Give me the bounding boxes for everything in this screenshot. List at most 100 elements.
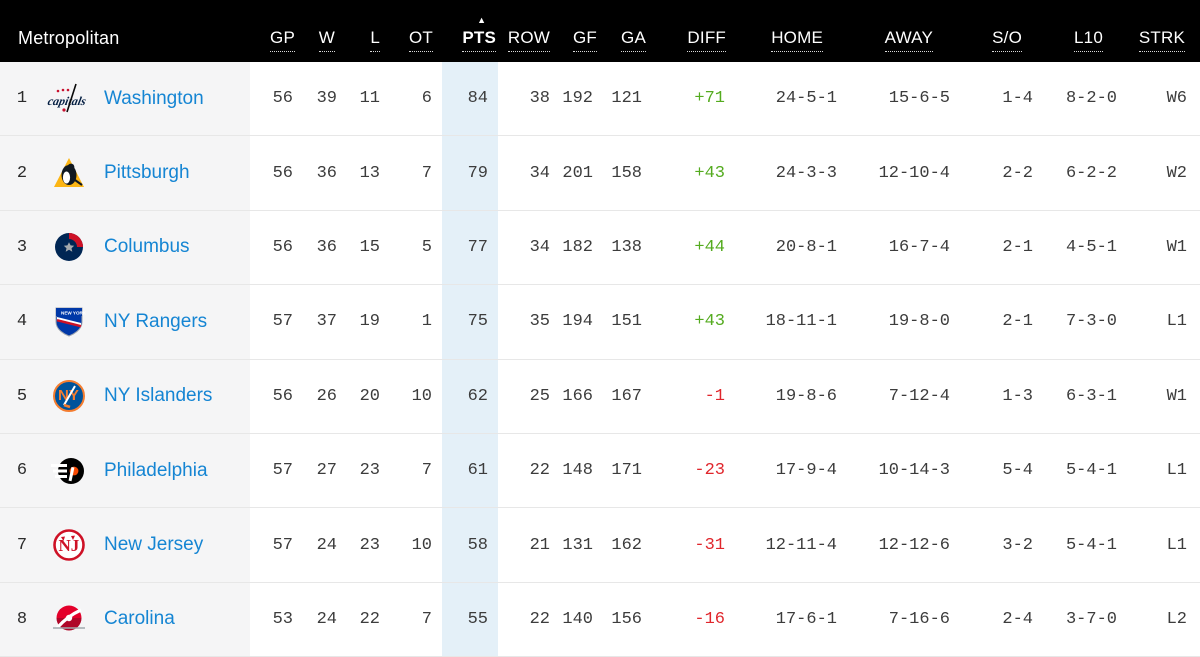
table-row: 8 Carolina 53 24 22 7 55 22 140 156 -16 …: [0, 582, 1200, 657]
stat-shootout-record: 2-1: [1002, 237, 1033, 257]
column-header-away[interactable]: AWAY: [845, 29, 958, 62]
column-header-w[interactable]: W: [298, 29, 342, 62]
stat-wins: 37: [316, 312, 337, 332]
stat-last10-record: 7-3-0: [1065, 312, 1117, 332]
rangers-logo-icon[interactable]: NEW YORK: [44, 305, 94, 339]
column-header-pts[interactable]: ▲ PTS: [442, 16, 498, 62]
team-link[interactable]: Washington: [104, 87, 204, 109]
team-link[interactable]: Carolina: [104, 608, 175, 630]
team-link[interactable]: Philadelphia: [104, 459, 208, 481]
team-link[interactable]: New Jersey: [104, 534, 204, 556]
flyers-logo-icon[interactable]: [44, 454, 94, 488]
stat-row: 38: [529, 89, 550, 109]
stat-shootout-record: 3-2: [1002, 535, 1033, 555]
stat-home-record: 20-8-1: [775, 237, 837, 257]
team-cell: 1 capitals Washington: [0, 62, 250, 136]
stat-away-record: 7-12-4: [888, 386, 950, 406]
stat-losses: 23: [359, 461, 380, 481]
stat-diff: -16: [694, 609, 725, 629]
stat-away-record: 10-14-3: [878, 461, 950, 481]
table-row: 5 NY NY Islanders 56 26 20 10 62 25 166 …: [0, 359, 1200, 434]
stat-wins: 27: [316, 461, 337, 481]
stat-gf: 194: [562, 312, 593, 332]
stat-row: 35: [529, 312, 550, 332]
stat-row: 21: [529, 535, 550, 555]
stat-points: 79: [442, 136, 498, 210]
stat-ot: 7: [421, 461, 432, 481]
islanders-logo-icon[interactable]: NY: [44, 378, 94, 414]
team-cell: 7 NJ New Jersey: [0, 508, 250, 582]
stat-home-record: 12-11-4: [765, 535, 837, 555]
penguins-logo-icon[interactable]: [44, 156, 94, 190]
column-header-home[interactable]: HOME: [732, 29, 845, 62]
team-rank: 8: [16, 609, 28, 629]
stat-streak: W1: [1166, 386, 1187, 406]
stat-ot: 7: [421, 163, 432, 183]
stat-last10-record: 4-5-1: [1065, 237, 1117, 257]
stat-losses: 23: [359, 535, 380, 555]
stat-losses: 20: [359, 386, 380, 406]
capitals-logo-icon[interactable]: capitals: [44, 82, 94, 116]
column-header-gp[interactable]: GP: [250, 29, 298, 62]
svg-text:capitals: capitals: [46, 94, 87, 108]
stat-diff: +44: [694, 237, 725, 257]
stat-shootout-record: 5-4: [1002, 461, 1033, 481]
stat-gp: 56: [272, 163, 293, 183]
stat-shootout-record: 1-4: [1002, 89, 1033, 109]
stat-away-record: 16-7-4: [888, 237, 950, 257]
stat-ot: 6: [421, 89, 432, 109]
stat-ga: 167: [611, 386, 642, 406]
column-header-l10[interactable]: L10: [1041, 29, 1125, 62]
stat-row: 34: [529, 237, 550, 257]
table-header: Metropolitan GP W L OT ▲ PTS ROW GF GA D…: [0, 0, 1200, 62]
hurricanes-logo-icon[interactable]: [44, 602, 94, 636]
stat-ga: 121: [611, 89, 642, 109]
division-title: Metropolitan: [0, 29, 250, 62]
column-header-gf[interactable]: GF: [556, 29, 599, 62]
stat-home-record: 17-6-1: [775, 609, 837, 629]
stat-away-record: 19-8-0: [888, 312, 950, 332]
team-link[interactable]: Columbus: [104, 236, 190, 258]
team-link[interactable]: NY Islanders: [104, 385, 213, 407]
stat-shootout-record: 1-3: [1002, 386, 1033, 406]
stat-ot: 5: [421, 237, 432, 257]
stat-losses: 19: [359, 312, 380, 332]
column-header-so[interactable]: S/O: [958, 29, 1041, 62]
team-link[interactable]: Pittsburgh: [104, 162, 190, 184]
stat-wins: 24: [316, 609, 337, 629]
column-header-ot[interactable]: OT: [386, 29, 442, 62]
stat-wins: 36: [316, 237, 337, 257]
stat-gf: 201: [562, 163, 593, 183]
team-rank: 6: [16, 461, 28, 481]
table-row: 2 Pittsburgh 56 36 13 7 79 34 201 158 +4…: [0, 136, 1200, 211]
stat-last10-record: 5-4-1: [1065, 461, 1117, 481]
column-header-strk[interactable]: STRK: [1125, 29, 1200, 62]
stat-diff: -23: [694, 461, 725, 481]
column-header-row[interactable]: ROW: [498, 29, 556, 62]
column-header-l[interactable]: L: [342, 29, 386, 62]
team-rank: 1: [16, 89, 28, 109]
stat-streak: W6: [1166, 89, 1187, 109]
table-row: 3 Columbus 56 36 15 5 77 34 182 138 +44 …: [0, 210, 1200, 286]
stat-points: 55: [442, 582, 498, 657]
column-header-ga[interactable]: GA: [599, 29, 648, 62]
blue-jackets-logo-icon[interactable]: [44, 230, 94, 264]
team-link[interactable]: NY Rangers: [104, 310, 208, 332]
stat-streak: L1: [1166, 535, 1187, 555]
stat-streak: L1: [1166, 461, 1187, 481]
stat-gp: 56: [272, 89, 293, 109]
stat-row: 34: [529, 163, 550, 183]
stat-gf: 182: [562, 237, 593, 257]
stat-row: 22: [529, 461, 550, 481]
devils-logo-icon[interactable]: NJ: [44, 527, 94, 563]
stat-last10-record: 5-4-1: [1065, 535, 1117, 555]
stat-ga: 171: [611, 461, 642, 481]
column-header-diff[interactable]: DIFF: [648, 29, 732, 62]
stat-gf: 148: [562, 461, 593, 481]
stat-diff: +43: [694, 163, 725, 183]
stat-ga: 162: [611, 535, 642, 555]
stat-gf: 131: [562, 535, 593, 555]
stat-ga: 156: [611, 609, 642, 629]
team-rank: 2: [16, 163, 28, 183]
